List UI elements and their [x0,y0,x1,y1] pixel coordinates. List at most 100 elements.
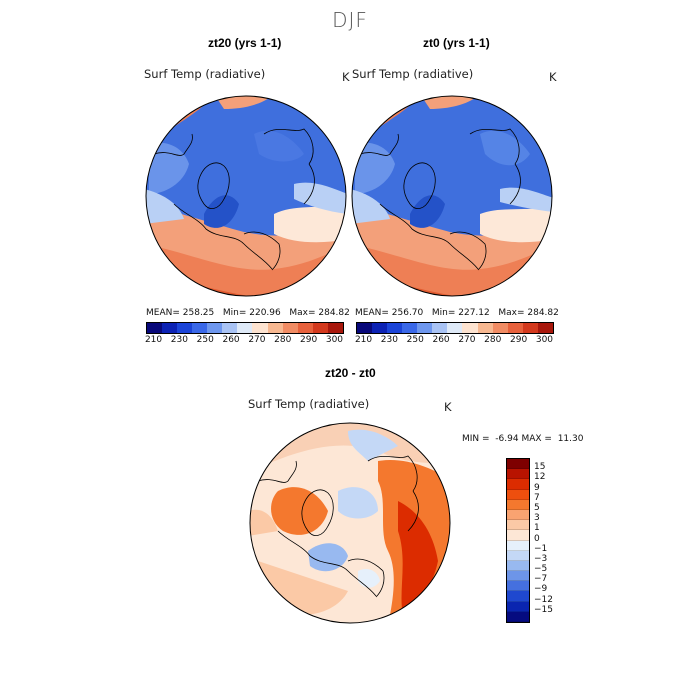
panel1-colorbar-swatch [282,323,298,333]
diff-colorbar-tick: −3 [534,553,548,564]
diff-min: -6.94 [495,434,519,444]
diff-min-label: MIN = [462,434,490,444]
panel1-colorbar-tick: 210 [144,335,163,345]
panel1-colorbar-tick: 230 [170,335,188,345]
panel1-colorbar-swatch [327,323,343,333]
diff-colorbar-swatch [507,591,529,602]
diff-colorbar-tick: −9 [534,584,548,595]
diff-colorbar-swatch [507,540,529,551]
panel2-colorbar-swatch [522,323,538,333]
panel2-colorbar-swatch [492,323,508,333]
panel1-mean-label: MEAN= [146,308,180,318]
panel2-colorbar-tick: 300 [535,335,554,345]
panel1-polar-map [145,95,347,297]
diff-colorbar-tick: 7 [534,492,540,503]
panel1-colorbar-swatch [177,323,193,333]
diff-colorbar-tick: 0 [534,533,540,544]
panel2-min-label: Min= [431,308,456,318]
panel1-colorbar-swatch [162,323,178,333]
diff-colorbar-tick: 12 [534,472,546,483]
panel2-max-label: Max= [498,308,525,318]
panel1-colorbar-tick: 300 [325,335,344,345]
diff-unit: K [444,400,452,414]
diff-colorbar-tick: −5 [534,564,548,575]
panel2-colorbar-swatch [447,323,463,333]
panel1-colorbar-swatch [312,323,328,333]
diff-colorbar-tick: 5 [534,502,540,513]
diff-colorbar-tick: −7 [534,574,548,585]
panel2-colorbar-swatch [507,323,523,333]
diff-colorbar-tick: −15 [534,604,553,615]
diff-colorbar-swatch [507,601,529,612]
diff-colorbar-swatch [507,550,529,561]
panel1-colorbar-swatch [207,323,223,333]
season-title: DJF [332,8,368,32]
panel1-max-label: Max= [289,308,316,318]
panel2-colorbar-tick: 270 [458,335,476,345]
diff-stats: MIN = -6.94 MAX = 11.30 [462,434,583,444]
panel2-title: zt0 (yrs 1-1) [423,36,490,50]
panel2-polar-map [351,95,553,297]
panel2-colorbar-swatch [357,323,373,333]
panel2-colorbar-tick: 230 [380,335,398,345]
diff-max: 11.30 [557,434,584,444]
diff-colorbar-tick: −1 [534,543,548,554]
panel2-unit: K [549,70,557,84]
diff-colorbar-swatch [507,611,529,622]
panel1-colorbar-swatch [267,323,283,333]
diff-colorbar-swatch [507,479,529,490]
diff-colorbar-tick: 9 [534,482,540,493]
panel1-colorbar-swatch [147,323,163,333]
diff-colorbar-swatch [507,560,529,572]
diff-colorbar-tick: 1 [534,523,540,534]
panel2-colorbar-swatch [462,323,478,333]
diff-colorbar-swatch [507,571,529,582]
diff-colorbar-swatch [507,499,529,510]
panel1-colorbar-swatch [297,323,313,333]
panel1-variable: Surf Temp (radiative) [144,67,266,81]
diff-colorbar-swatch [507,509,529,521]
panel2-colorbar-swatch [432,323,448,333]
panel2-min: 227.12 [458,308,490,318]
panel2-mean-label: MEAN= [355,308,389,318]
diff-colorbar-swatch [507,489,529,500]
panel1-colorbar-tick: 290 [300,335,318,345]
diff-colorbar-swatch [507,581,529,592]
panel2-colorbar-tick: 250 [406,335,424,345]
panel1-colorbar-tick: 270 [248,335,266,345]
diff-colorbar-swatch [507,520,529,531]
diff-colorbar-swatch [507,459,529,470]
diff-colorbar [506,458,530,623]
panel1-colorbar-swatch [252,323,268,333]
panel1-min: 220.96 [249,308,281,318]
panel2-colorbar-swatch [537,323,553,333]
panel2-max: 284.82 [527,308,559,318]
panel1-mean: 258.25 [182,308,215,318]
panel1-colorbar-swatch [192,323,208,333]
panel2-colorbar-swatch [387,323,403,333]
panel1-min-label: Min= [222,308,247,318]
panel2-colorbar-swatch [402,323,418,333]
diff-colorbar-swatch [507,530,529,541]
diff-title: zt20 - zt0 [325,366,376,380]
panel2-colorbar-tick: 290 [510,335,528,345]
panel2-colorbar-swatch [417,323,433,333]
diff-variable: Surf Temp (radiative) [248,397,370,411]
panel2-variable: Surf Temp (radiative) [352,67,474,81]
panel2-mean: 256.70 [391,308,424,318]
panel1-stats: MEAN= 258.25 Min= 220.96 Max= 284.82 [146,308,350,318]
diff-colorbar-swatch [507,469,529,480]
panel1-colorbar [146,322,344,334]
panel1-max: 284.82 [318,308,350,318]
panel1-colorbar-tick: 250 [196,335,214,345]
panel1-title: zt20 (yrs 1-1) [208,36,282,50]
diff-colorbar-tick: 3 [534,513,540,524]
panel1-colorbar-swatch [237,323,253,333]
panel2-colorbar-swatch [477,323,493,333]
panel2-colorbar-swatch [372,323,388,333]
diff-max-label: MAX = [521,434,552,444]
panel2-colorbar-tick: 210 [354,335,373,345]
panel2-colorbar-tick: 260 [432,335,450,345]
panel1-colorbar-swatch [222,323,238,333]
panel2-stats: MEAN= 256.70 Min= 227.12 Max= 284.82 [355,308,559,318]
